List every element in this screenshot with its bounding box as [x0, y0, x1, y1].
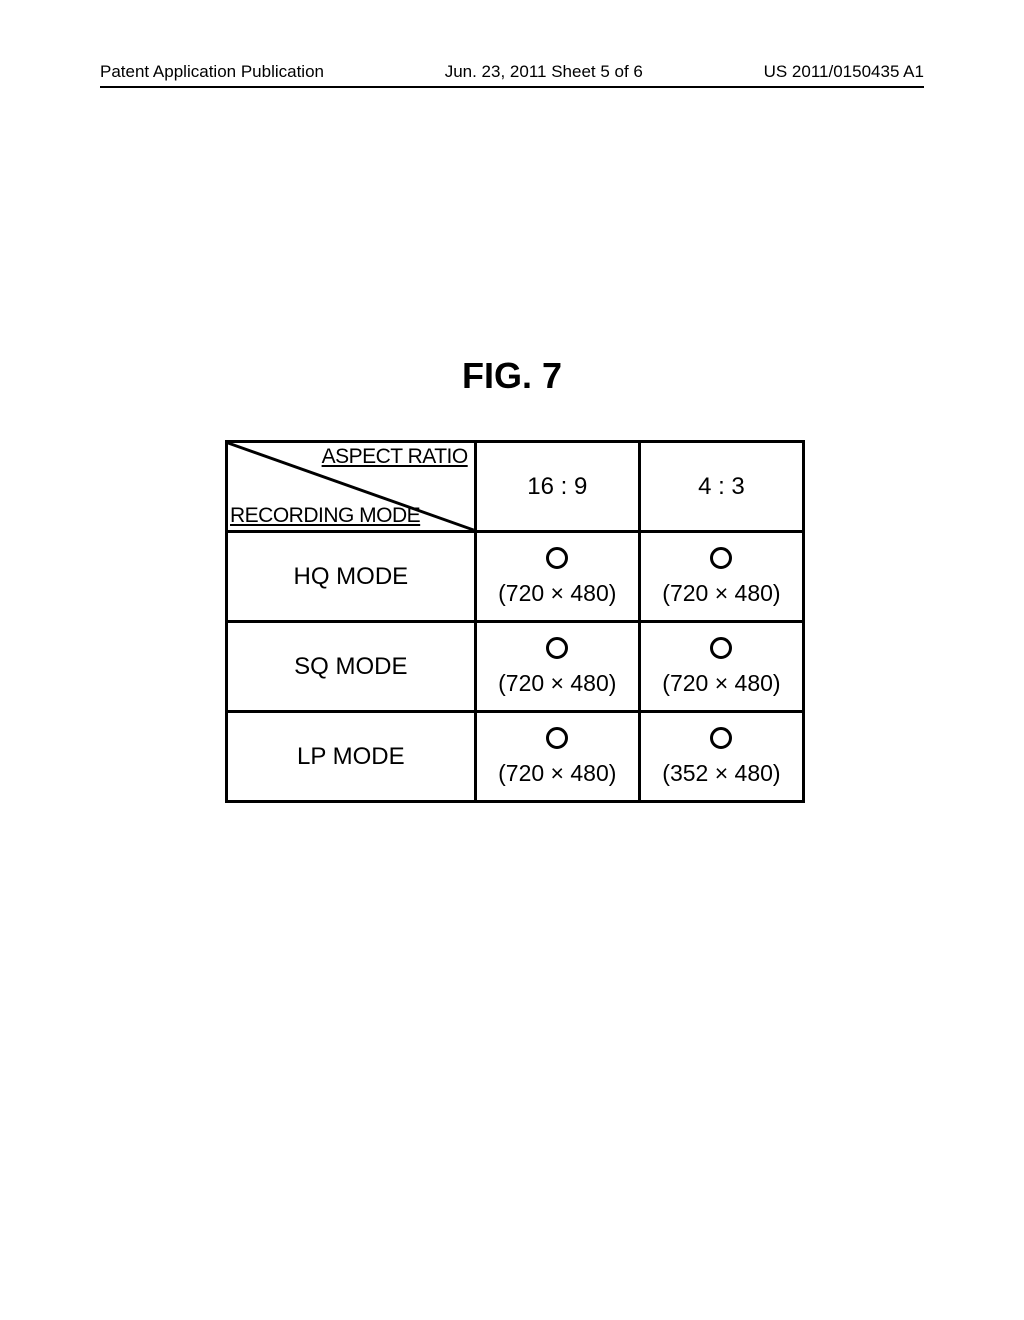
header-center-text: Jun. 23, 2011 Sheet 5 of 6 [445, 62, 643, 82]
data-cell: (720 × 480) [639, 532, 803, 622]
row-label-lp: LP MODE [227, 712, 476, 802]
circle-mark-icon [710, 547, 732, 569]
resolution-text: (352 × 480) [641, 760, 802, 787]
patent-page-header: Patent Application Publication Jun. 23, … [100, 62, 924, 88]
corner-bottom-label: RECORDING MODE [230, 504, 420, 528]
col-header-16-9: 16 : 9 [475, 442, 639, 532]
resolution-text: (720 × 480) [477, 580, 638, 607]
data-cell: (720 × 480) [475, 532, 639, 622]
resolution-text: (720 × 480) [477, 760, 638, 787]
row-label-sq: SQ MODE [227, 622, 476, 712]
table-row: SQ MODE (720 × 480) (720 × 480) [227, 622, 804, 712]
corner-top-label: ASPECT RATIO [322, 445, 468, 469]
row-label-hq: HQ MODE [227, 532, 476, 622]
data-cell: (720 × 480) [475, 622, 639, 712]
table-corner-cell: ASPECT RATIO RECORDING MODE [227, 442, 476, 532]
resolution-text: (720 × 480) [477, 670, 638, 697]
resolution-text: (720 × 480) [641, 670, 802, 697]
circle-mark-icon [710, 637, 732, 659]
header-right-text: US 2011/0150435 A1 [764, 62, 924, 82]
table-row: HQ MODE (720 × 480) (720 × 480) [227, 532, 804, 622]
col-header-4-3: 4 : 3 [639, 442, 803, 532]
circle-mark-icon [710, 727, 732, 749]
data-cell: (352 × 480) [639, 712, 803, 802]
table-row: LP MODE (720 × 480) (352 × 480) [227, 712, 804, 802]
figure-table: ASPECT RATIO RECORDING MODE 16 : 9 4 : 3… [225, 440, 805, 803]
circle-mark-icon [546, 547, 568, 569]
circle-mark-icon [546, 727, 568, 749]
data-cell: (720 × 480) [639, 622, 803, 712]
resolution-text: (720 × 480) [641, 580, 802, 607]
circle-mark-icon [546, 637, 568, 659]
header-left-text: Patent Application Publication [100, 62, 324, 82]
data-cell: (720 × 480) [475, 712, 639, 802]
figure-label: FIG. 7 [0, 355, 1024, 397]
